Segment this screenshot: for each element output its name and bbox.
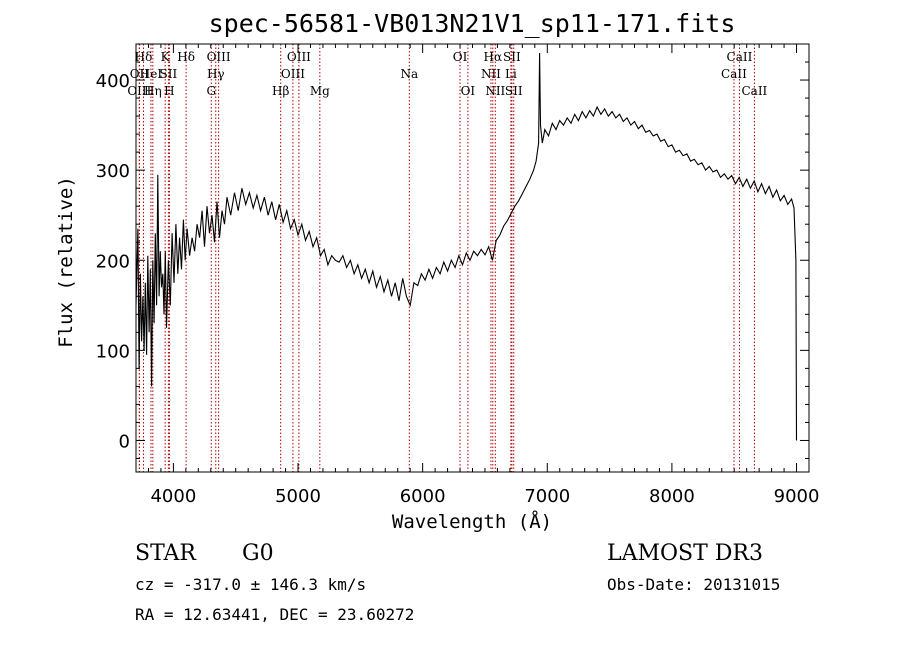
spectral-line-markers [138,44,755,472]
y-tick-label: 300 [96,161,130,182]
spectral-line-label: OIII [207,50,231,64]
spectral-line-label: CaII [741,84,767,98]
spectrum-line [135,52,798,441]
spectral-line-label: Li [505,67,517,81]
y-tick-label: 0 [119,431,130,452]
spectral-line-label: Hη [144,84,162,98]
spectral-line-label: OIII [127,84,151,98]
spectral-line-label: NII [485,84,505,98]
x-axis-ticks: 4000 5000 6000 7000 8000 9000 [147,44,820,507]
plot-frame [135,43,810,473]
observation-date: Obs-Date: 20131015 [607,575,780,594]
spectral-line-label: Hδ [135,50,153,64]
spectral-line-label: SII [503,50,521,64]
y-tick-label: 200 [96,251,130,272]
spectral-line-label: Hδ [177,50,195,64]
spectral-line-label: HeI [140,67,163,81]
x-tick-label: 7000 [524,486,570,507]
x-tick-label: 6000 [400,486,446,507]
spectral-line-label: OI [461,84,476,98]
y-axis-label: Flux (relative) [55,176,77,348]
spectral-line-label: Na [400,67,418,81]
spectral-line-label: OIII [287,50,311,64]
spectral-line-label: OIII [281,67,305,81]
object-class: STAR [135,541,197,566]
coordinates: RA = 12.63441, DEC = 23.60272 [135,605,414,624]
spectral-line-label: NII [481,67,501,81]
x-tick-label: 9000 [774,486,820,507]
spectral-line-labels: Hδ OII OIII HeI Hη K SII H Hδ OIII Hγ G Hβ OIII OIII Mg… [127,50,767,98]
spectral-line-label: Hγ [207,67,225,81]
redshift-cz: cz = -317.0 ± 146.3 km/s [135,575,366,594]
object-subclass: G0 [242,541,274,566]
spectral-line-label: K [161,50,171,64]
spectral-line-label: SII [505,84,523,98]
x-tick-label: 5000 [275,486,321,507]
x-tick-label: 8000 [649,486,695,507]
x-axis-label: Wavelength (Å) [392,510,552,533]
spectral-line-label: Mg [310,84,330,98]
spectral-line-label: SII [160,67,178,81]
y-tick-label: 100 [96,341,130,362]
x-tick-label: 4000 [150,486,196,507]
spectral-line-label: CaII [721,67,747,81]
spectral-line-label: OI [453,50,468,64]
chart-title: spec-56581-VB013N21V1_sp11-171.fits [209,9,736,38]
y-tick-label: 400 [96,71,130,92]
y-axis-ticks: 0 100 200 300 400 [96,43,809,459]
spectral-line-label: CaII [727,50,753,64]
spectral-line-label: Hα [484,50,503,64]
spectral-line-label: OII [130,67,150,81]
spectral-line-label: H [164,84,174,98]
survey-name: LAMOST DR3 [607,541,763,566]
spectral-line-label: Hβ [272,84,289,98]
spectral-line-label: G [206,84,216,98]
